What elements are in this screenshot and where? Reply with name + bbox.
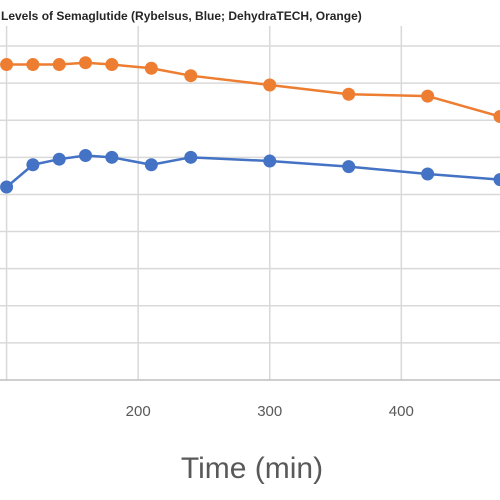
data-point-s2-9 [342, 160, 356, 174]
data-point-s2-6 [144, 158, 158, 172]
data-point-s2-11 [493, 173, 500, 187]
data-point-s1-11 [493, 110, 500, 124]
data-point-s2-3 [52, 152, 66, 166]
data-point-s1-7 [184, 69, 198, 83]
data-point-s2-8 [263, 154, 277, 168]
data-point-s1-8 [263, 78, 277, 92]
data-point-s1-1 [0, 58, 14, 72]
x-tick-label: 400 [389, 403, 414, 420]
data-point-s2-2 [26, 158, 40, 172]
data-point-s1-3 [52, 58, 66, 72]
chart-title: Levels of Semaglutide (Rybelsus, Blue; D… [1, 9, 362, 23]
x-tick-label: 300 [257, 403, 282, 420]
data-point-s2-5 [105, 150, 119, 164]
gridlines [0, 26, 500, 381]
data-point-s1-6 [144, 61, 158, 75]
data-point-s1-2 [26, 58, 40, 72]
plot-area [0, 56, 500, 194]
data-point-s2-10 [421, 167, 435, 181]
data-point-s1-4 [79, 56, 93, 70]
data-point-s1-9 [342, 87, 356, 101]
series-line-1 [6, 61, 500, 118]
x-axis-ticks: 200 300 400 [126, 403, 414, 420]
data-point-s2-4 [79, 148, 93, 162]
data-point-s1-10 [421, 89, 435, 103]
data-point-s2-1 [0, 180, 14, 194]
data-point-s1-5 [105, 58, 119, 72]
x-axis-title: Time (min) [181, 452, 323, 485]
x-tick-label: 200 [126, 403, 151, 420]
data-point-s2-7 [184, 150, 198, 164]
